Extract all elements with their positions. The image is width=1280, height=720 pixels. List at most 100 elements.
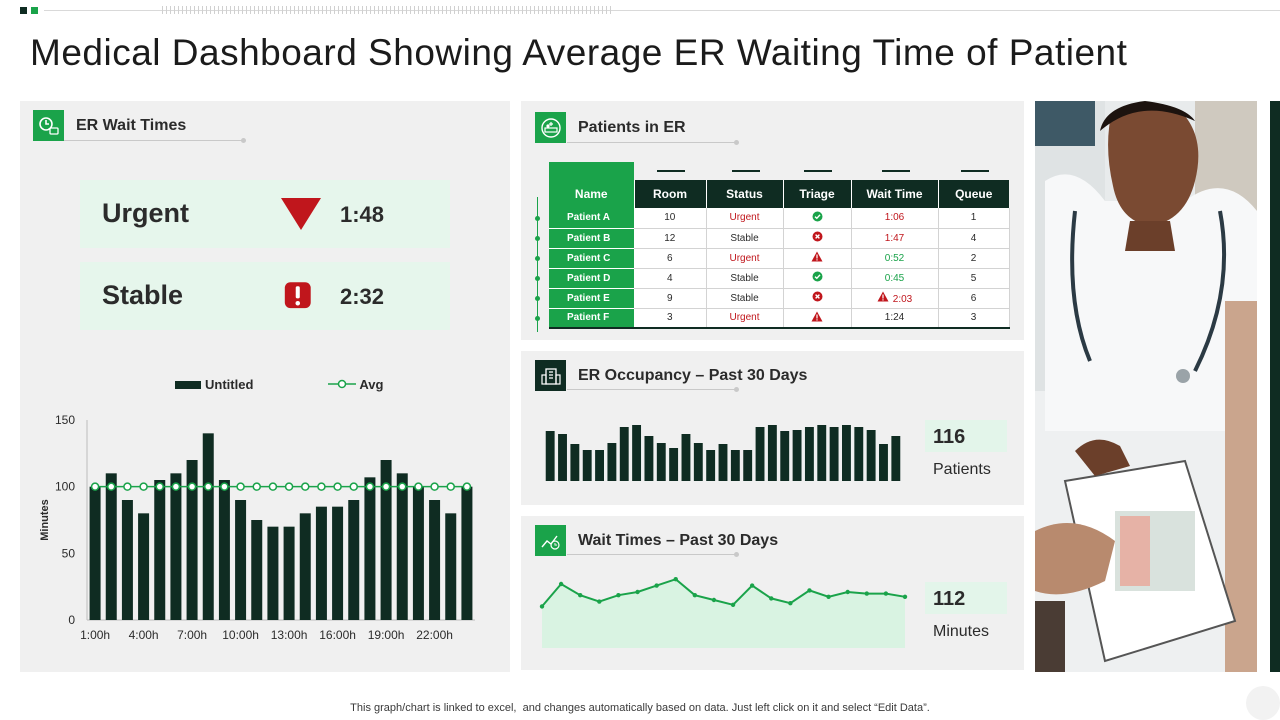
patients-table: Name Room Status Triage Wait Time Queue … [549,180,1010,329]
patient-room-text: 4 [666,272,673,284]
wait30-kpi: 112 [925,582,1007,614]
timeline-line [537,197,538,332]
wait30-area-chart [539,577,908,648]
exclamation-icon [284,282,311,309]
patient-queue: 6 [938,288,1010,309]
corner-circle [1246,686,1280,720]
wait30-point [635,589,640,595]
patient-wait-time: 1:24 [851,308,939,329]
occupancy-bar-chart [545,425,901,481]
patient-queue: 4 [938,228,1010,249]
wait30-point [711,597,717,603]
occupancy-title: ER Occupancy – Past 30 Days [578,366,808,384]
wait30-area [542,579,905,648]
patient-room: 6 [634,248,707,269]
wait30-point [692,593,698,598]
patient-queue: 1 [938,208,1010,229]
occupancy-bar [570,444,580,481]
patient-status-text: Stable [730,292,759,304]
patients-title: Patients in ER [578,118,686,136]
occupancy-kpi: 116 [925,420,1007,452]
patient-room: 4 [634,268,707,289]
patient-name-text: Patient C [567,252,611,264]
warning-icon [811,311,823,325]
patient-queue: 2 [938,248,1010,269]
avg-point [123,482,132,491]
x-icon [812,231,823,245]
patients-table-body: Patient A 10 Urgent 1:06 1 Patient B 12 Stable 1… [549,208,1010,329]
patient-room: 3 [634,308,707,329]
occupancy-bar [780,431,790,481]
y-tick-label: 100 [55,480,75,494]
y-tick-label: 0 [68,613,75,627]
bar [299,513,311,620]
wait30-point [902,594,908,599]
x-tick-label: 7:00h [177,628,207,642]
avg-point [252,482,261,491]
avg-point [317,482,326,491]
bar [89,486,101,620]
avg-point [301,482,310,491]
avg-point [220,482,229,491]
wait30-point [654,583,659,588]
deco-line [44,10,1280,11]
occupancy-bar [644,436,654,481]
col-wait-time: Wait Time [851,180,939,208]
table-row: Patient A 10 Urgent 1:06 1 [549,208,1010,229]
patient-room-text: 10 [664,212,676,224]
x-tick-label: 10:00h [222,628,259,642]
patient-name: Patient D [549,268,634,289]
patient-status-text: Stable [730,272,759,284]
patient-status-text: Urgent [729,312,760,324]
occupancy-bar [842,425,851,481]
table-row: Patient B 12 Stable 1:47 4 [549,228,1010,249]
patient-triage [783,208,852,229]
bar [396,473,408,620]
avg-point [446,482,455,491]
timeline-dot [535,296,540,301]
patient-wait-time-text: 0:52 [884,252,905,264]
patients-panel: Patients in ER Name Room Status Triage W… [521,101,1024,340]
patient-status: Stable [706,268,784,289]
patient-queue-text: 3 [970,312,977,324]
er-wait-title: ER Wait Times [76,116,187,134]
patient-room: 12 [634,228,707,249]
patient-queue-text: 2 [970,252,977,264]
patient-queue-text: 6 [970,292,977,304]
avg-point [414,482,423,491]
patient-status: Urgent [706,208,784,229]
er-wait-header: ER Wait Times [33,110,186,141]
building-icon [535,360,566,391]
bar [267,526,279,620]
timeline-dot [535,216,540,221]
patient-queue-text: 1 [970,212,977,224]
avg-point [268,482,278,491]
patient-triage [783,308,852,329]
patient-room: 10 [634,208,707,229]
er-wait-panel: ER Wait Times Urgent 1:48 Stable 2:32 Un… [20,101,510,672]
patient-status: Stable [706,228,784,249]
bar [315,506,327,620]
column-stub [804,170,832,172]
occupancy-kpi-label: Patients [933,461,991,478]
wait30-header: Wait Times – Past 30 Days [535,525,778,556]
wait30-point [616,593,621,598]
avg-point [204,482,213,491]
wait30-kpi-value: 112 [933,588,966,610]
occupancy-bar [817,425,827,481]
patient-queue: 3 [938,308,1010,329]
patient-wait-time: 1:06 [851,208,939,229]
patient-status-text: Stable [730,232,759,244]
wait30-line [541,578,906,608]
patient-wait-time-text: 0:45 [884,272,905,284]
x-tick-label: 4:00h [129,628,159,642]
down-triangle-icon [281,198,321,230]
bar [218,480,230,620]
occupancy-bar [755,427,765,481]
occupancy-bar [804,427,814,481]
patient-room-text: 3 [666,312,673,324]
clock-chart-icon [535,525,566,556]
patient-room-text: 6 [666,252,673,264]
patient-name-text: Patient F [567,312,610,324]
